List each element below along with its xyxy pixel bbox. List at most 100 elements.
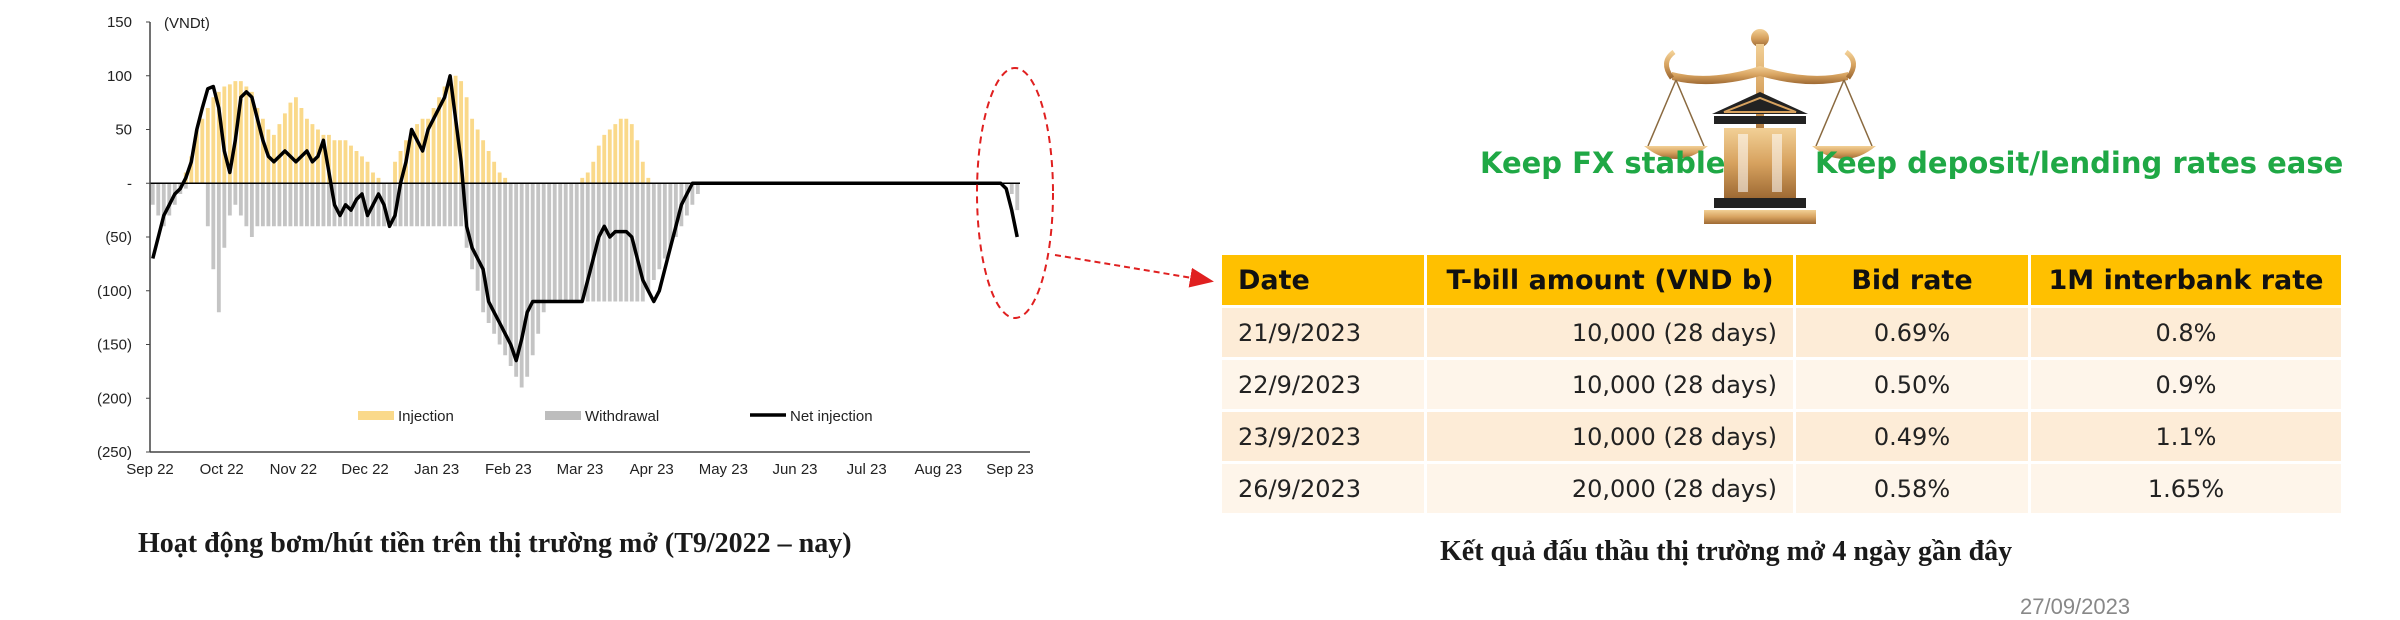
y-tick-label: (150) [97,337,132,354]
auction-results-table: Date T-bill amount (VND b) Bid rate 1M i… [1222,255,2344,513]
injection-bar [244,86,249,184]
injection-bar [591,161,596,184]
header-date: Date [1222,255,1427,307]
withdrawal-bar [1009,183,1014,194]
cell-amount: 10,000 (28 days) [1425,409,1796,463]
withdrawal-bar [277,183,282,227]
withdrawal-bar [530,183,535,356]
y-tick-label: (250) [97,444,132,461]
y-tick-label: 100 [107,68,132,85]
injection-bar [475,129,480,184]
injection-bar [393,161,397,184]
injection-bar [282,113,287,184]
withdrawal-bar [569,183,574,302]
injection-bar [354,151,359,184]
withdrawal-bar [673,183,678,237]
withdrawal-bar [360,183,364,227]
x-tick-label: Mar 23 [557,461,604,478]
withdrawal-bar [349,183,353,227]
withdrawal-bar [426,183,430,227]
withdrawal-bar [227,183,232,216]
withdrawal-bar [437,183,442,227]
injection-bar [360,156,364,184]
injection-bar [332,140,337,184]
x-tick-label: Feb 23 [485,461,532,478]
injection-bar [205,108,210,184]
x-tick-label: Jan 23 [414,461,459,478]
injection-bar [640,161,645,184]
cell-interbank-rate: 0.8% [2029,305,2344,359]
injection-bar [211,97,216,184]
injection-bar [470,118,475,184]
withdrawal-bar [271,183,276,227]
withdrawal-bar [558,183,563,302]
y-tick-label: (50) [105,229,132,246]
withdrawal-bar [519,183,524,388]
withdrawal-bar [420,183,425,227]
keep-rates-ease-label: Keep deposit/lending rates ease [1815,146,2344,180]
injection-bar [409,129,414,184]
withdrawal-bar [404,183,408,227]
injection-bar [194,129,199,184]
withdrawal-bar [508,183,513,366]
x-tick-label: Nov 22 [270,461,318,478]
withdrawal-bar [393,183,397,227]
withdrawal-bar [640,183,645,302]
withdrawal-bar [470,183,475,270]
injection-bar [376,177,381,184]
injection-bar [437,97,442,184]
injection-bar [238,81,243,184]
withdrawal-bar [387,183,392,227]
withdrawal-bar [503,183,508,356]
withdrawal-bar [602,183,607,302]
withdrawal-bar [260,183,265,227]
withdrawal-bar [607,183,612,302]
withdrawal-bar [266,183,271,227]
injection-bar [503,177,508,184]
withdrawal-bar [161,183,166,227]
x-tick-label: Jul 23 [847,461,887,478]
keep-fx-stable-label: Keep FX stable [1480,146,1726,180]
net-injection-line [151,74,1019,363]
x-tick-label: Sep 22 [126,461,174,478]
withdrawal-bar [442,183,447,227]
x-tick-label: Aug 23 [915,461,963,478]
x-tick-label: Dec 22 [341,461,389,478]
footer-date: 27/09/2023 [2020,594,2131,619]
withdrawal-bar [305,183,309,227]
table-row: 23/9/2023 10,000 (28 days) 0.49% 1.1% [1222,409,2344,463]
withdrawal-bar [409,183,414,227]
withdrawal-bar [514,183,519,377]
withdrawal-bar [481,183,486,313]
withdrawal-bar [635,183,640,302]
injection-bar [327,134,331,184]
withdrawal-bar [150,183,155,205]
withdrawal-bar [541,183,546,313]
table-header-row: Date T-bill amount (VND b) Bid rate 1M i… [1222,255,2344,307]
withdrawal-bar [216,183,221,313]
injection-bar [459,81,464,184]
withdrawal-bar [690,183,695,205]
legend: Injection Withdrawal Net injection [358,408,873,425]
injection-bar [492,161,497,184]
y-tick-label: - [127,175,132,192]
withdrawal-bar [167,183,172,216]
withdrawal-bar [183,183,188,189]
cell-bid-rate: 0.58% [1794,461,2031,513]
injection-bar [635,140,640,184]
cell-date: 22/9/2023 [1222,357,1427,411]
injection-bar [431,108,436,184]
injection-bar [486,151,491,184]
injection-bar [343,140,348,184]
withdrawal-bar [580,183,585,302]
injection-bar [288,102,293,184]
injection-bar [227,84,232,184]
injection-bar [464,97,469,184]
withdrawal-bar [327,183,331,227]
withdrawal-bar [448,183,453,227]
withdrawal-bar [398,183,403,227]
injection-bars [183,75,651,184]
legend-injection-swatch [358,411,394,420]
withdrawal-bar [293,183,298,227]
y-tick-label: 150 [107,14,132,31]
